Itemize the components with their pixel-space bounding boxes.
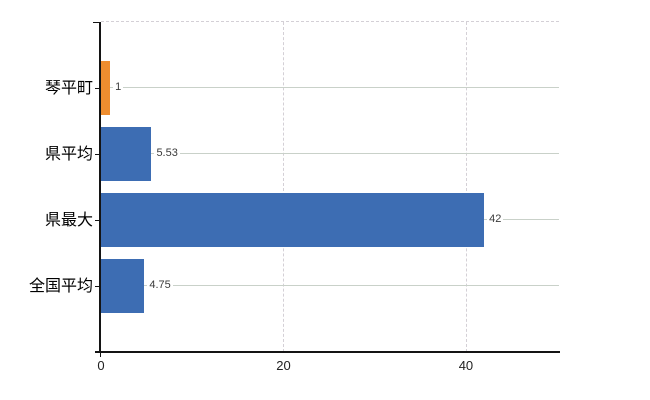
- horizontal-gridline: [101, 87, 559, 88]
- value-label: 42: [487, 213, 504, 227]
- category-label: 県平均: [44, 146, 93, 163]
- category-tick: [95, 154, 101, 155]
- bar: [101, 127, 152, 181]
- y-axis: [99, 22, 101, 352]
- x-tick-labels: 0 20 40: [97, 354, 559, 374]
- vertical-gridline: [465, 22, 467, 352]
- x-axis-zero-tick: [100, 352, 101, 357]
- plot-top-border: [101, 21, 559, 22]
- bar-row: 4.75: [101, 259, 559, 313]
- horizontal-gridline: [101, 285, 559, 286]
- category-label: 全国平均: [28, 278, 93, 295]
- y-axis-top-tick: [93, 22, 101, 23]
- plot-area: 1 5.53 42 4.75: [101, 21, 559, 352]
- x-axis: [95, 351, 560, 353]
- horizontal-gridline: [101, 153, 559, 154]
- category-tick: [95, 220, 101, 221]
- value-label: 5.53: [154, 147, 180, 161]
- bar: [101, 259, 145, 313]
- value-label: 1: [113, 81, 124, 95]
- vertical-gridline: [283, 22, 285, 352]
- category-tick: [95, 286, 101, 287]
- x-tick-label: 0: [97, 358, 105, 373]
- x-tick-label: 20: [276, 358, 291, 373]
- bar: [101, 61, 111, 115]
- category-label: 県最大: [44, 212, 93, 229]
- value-label: 4.75: [147, 279, 173, 293]
- bar-row: 42: [101, 193, 559, 247]
- category-label: 琴平町: [44, 80, 93, 97]
- x-tick-label: 40: [458, 358, 474, 373]
- bar: [101, 193, 485, 247]
- bar-row: 5.53: [101, 127, 559, 181]
- category-tick: [95, 88, 101, 89]
- bar-row: 1: [101, 61, 559, 115]
